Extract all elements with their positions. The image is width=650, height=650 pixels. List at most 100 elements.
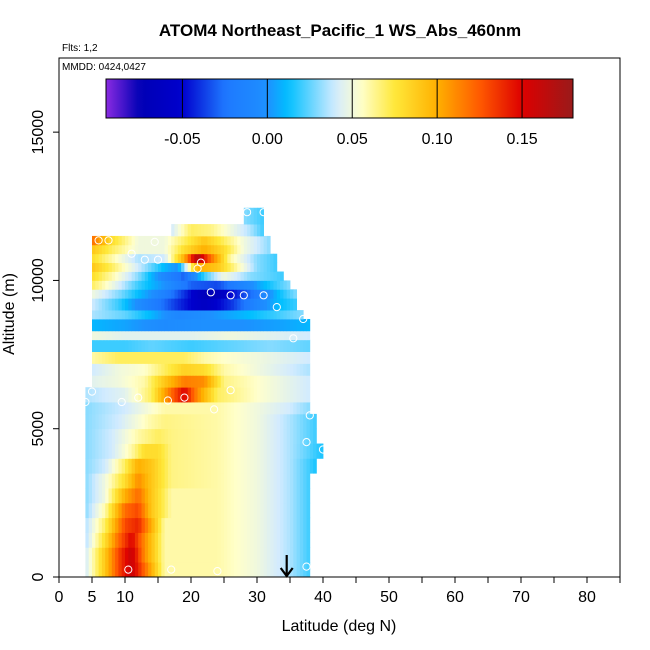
heatmap-cell xyxy=(247,517,251,533)
heatmap-cell xyxy=(194,244,198,255)
heatmap-cell xyxy=(250,473,255,489)
heatmap-cell xyxy=(233,253,238,264)
heatmap-cell xyxy=(224,428,228,444)
x-tick-label: 80 xyxy=(578,589,596,606)
heatmap-cell xyxy=(227,413,231,430)
heatmap-cell xyxy=(240,458,245,474)
heatmap-cell xyxy=(118,271,123,281)
heatmap-cell xyxy=(217,458,222,474)
heatmap-cell xyxy=(303,547,307,563)
heatmap-cell xyxy=(207,339,212,352)
heatmap-cell xyxy=(260,458,264,474)
heatmap-cell xyxy=(270,473,274,489)
heatmap-cell xyxy=(260,298,264,311)
heatmap-cell xyxy=(217,375,222,388)
heatmap-cell xyxy=(243,207,248,225)
heatmap-cell xyxy=(214,310,218,320)
heatmap-cell xyxy=(243,271,248,281)
heatmap-cell xyxy=(121,532,126,548)
heatmap-cell xyxy=(128,387,132,403)
heatmap-cell xyxy=(237,402,241,415)
heatmap-cell xyxy=(207,458,212,474)
heatmap-cell xyxy=(115,428,119,444)
heatmap-cell xyxy=(253,280,258,290)
heatmap-cell xyxy=(148,443,152,459)
heatmap-cell xyxy=(105,502,109,519)
heatmap-row xyxy=(92,253,278,264)
heatmap-cell xyxy=(115,443,119,459)
heatmap-cell xyxy=(92,363,96,376)
heatmap-cell xyxy=(240,413,245,430)
heatmap-cell xyxy=(197,262,202,272)
heatmap-cell xyxy=(257,318,261,332)
heatmap-cell xyxy=(273,253,278,264)
heatmap-cell xyxy=(138,547,142,563)
heatmap-cell xyxy=(273,339,278,352)
heatmap-cell xyxy=(233,502,238,519)
heatmap-cell xyxy=(131,473,136,489)
heatmap-cell xyxy=(115,244,119,255)
heatmap-cell xyxy=(200,375,205,388)
heatmap-cell xyxy=(306,413,311,430)
heatmap-cell xyxy=(111,402,116,415)
heatmap-row xyxy=(243,207,264,225)
heatmap-cell xyxy=(263,517,268,533)
heatmap-cell xyxy=(303,363,307,376)
heatmap-cell xyxy=(105,310,109,320)
heatmap-cell xyxy=(276,502,281,519)
heatmap-cell xyxy=(263,298,268,311)
heatmap-cell xyxy=(118,363,123,376)
heatmap-cell xyxy=(214,473,218,489)
heatmap-cell xyxy=(171,569,175,578)
heatmap-cell xyxy=(128,298,132,311)
heatmap-cell xyxy=(167,339,172,352)
heatmap-cell xyxy=(230,253,235,264)
heatmap-cell xyxy=(98,351,103,364)
heatmap-cell xyxy=(250,271,255,281)
heatmap-cell xyxy=(266,339,271,352)
heatmap-cell xyxy=(197,517,202,533)
heatmap-cell xyxy=(134,310,139,320)
heatmap-cell xyxy=(303,387,307,403)
heatmap-cell xyxy=(266,488,271,504)
heatmap-cell xyxy=(174,318,179,332)
heatmap-cell xyxy=(227,569,231,578)
heatmap-cell xyxy=(128,428,132,444)
heatmap-cell xyxy=(174,502,179,519)
heatmap-cell xyxy=(217,517,222,533)
heatmap-cell xyxy=(171,402,175,415)
heatmap-cell xyxy=(260,443,264,459)
heatmap-cell xyxy=(207,310,212,320)
heatmap-cell xyxy=(210,318,215,332)
heatmap-cell xyxy=(260,402,264,415)
x-tick-label: 40 xyxy=(314,589,332,606)
heatmap-cell xyxy=(177,244,182,255)
heatmap-cell xyxy=(257,271,261,281)
heatmap-cell xyxy=(253,428,258,444)
heatmap-cell xyxy=(194,253,198,264)
heatmap-cell xyxy=(154,473,159,489)
sample-point xyxy=(239,291,248,300)
heatmap-cell xyxy=(131,298,136,311)
heatmap-cell xyxy=(174,488,179,504)
heatmap-cell xyxy=(240,375,245,388)
heatmap-cell xyxy=(237,428,241,444)
heatmap-cell xyxy=(217,443,222,459)
heatmap-cell xyxy=(177,280,182,290)
heatmap-cell xyxy=(210,224,215,237)
heatmap-cell xyxy=(95,473,99,489)
heatmap-cell xyxy=(187,298,192,311)
heatmap-cell xyxy=(174,253,179,264)
heatmap-cell xyxy=(121,280,126,290)
heatmap-cell xyxy=(290,473,294,489)
heatmap-cell xyxy=(306,428,311,444)
heatmap-cell xyxy=(260,289,264,299)
heatmap-cell xyxy=(233,330,238,341)
heatmap-cell xyxy=(174,339,179,352)
heatmap-cell xyxy=(95,387,99,403)
heatmap-cell xyxy=(95,413,99,430)
heatmap-cell xyxy=(134,235,139,246)
heatmap-cell xyxy=(191,402,195,415)
heatmap-cell xyxy=(181,235,185,246)
heatmap-cell xyxy=(194,310,198,320)
